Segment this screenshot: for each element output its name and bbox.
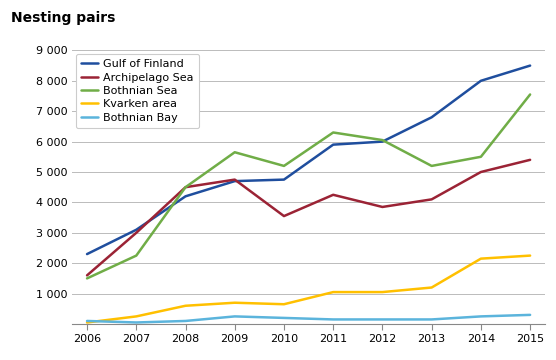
Kvarken area [182,303,189,308]
Gulf of Finland [527,63,533,68]
Archipelago Sea [527,158,533,162]
Bothnian Sea [527,92,533,96]
Kvarken area [84,320,91,325]
Kvarken area [428,285,435,290]
Archipelago Sea [330,193,336,197]
Kvarken area [231,301,238,305]
Gulf of Finland [84,252,91,256]
Archipelago Sea [428,197,435,202]
Line: Kvarken area: Kvarken area [87,256,530,323]
Archipelago Sea [379,205,386,209]
Gulf of Finland [231,179,238,183]
Archipelago Sea [133,231,140,235]
Bothnian Sea [281,164,287,168]
Line: Gulf of Finland: Gulf of Finland [87,66,530,254]
Bothnian Bay [478,314,484,319]
Bothnian Bay [379,317,386,321]
Bothnian Bay [231,314,238,319]
Kvarken area [281,302,287,306]
Bothnian Bay [527,313,533,317]
Gulf of Finland [281,177,287,182]
Line: Bothnian Sea: Bothnian Sea [87,94,530,278]
Kvarken area [133,314,140,319]
Gulf of Finland [330,143,336,147]
Gulf of Finland [428,115,435,120]
Archipelago Sea [281,214,287,218]
Bothnian Bay [84,319,91,323]
Archipelago Sea [182,185,189,189]
Archipelago Sea [231,177,238,182]
Line: Archipelago Sea: Archipelago Sea [87,160,530,275]
Bothnian Bay [133,320,140,325]
Archipelago Sea [478,170,484,174]
Gulf of Finland [379,139,386,144]
Bothnian Sea [84,276,91,280]
Gulf of Finland [478,78,484,83]
Bothnian Sea [182,185,189,189]
Bothnian Sea [231,150,238,154]
Legend: Gulf of Finland, Archipelago Sea, Bothnian Sea, Kvarken area, Bothnian Bay: Gulf of Finland, Archipelago Sea, Bothni… [76,54,200,128]
Bothnian Bay [330,317,336,321]
Archipelago Sea [84,273,91,278]
Bothnian Sea [133,253,140,258]
Bothnian Sea [478,155,484,159]
Bothnian Bay [182,319,189,323]
Gulf of Finland [133,228,140,232]
Bothnian Bay [281,316,287,320]
Gulf of Finland [182,194,189,198]
Text: Nesting pairs: Nesting pairs [11,11,116,25]
Bothnian Sea [379,138,386,142]
Line: Bothnian Bay: Bothnian Bay [87,315,530,323]
Bothnian Sea [330,130,336,135]
Kvarken area [527,253,533,258]
Kvarken area [478,256,484,261]
Bothnian Bay [428,317,435,321]
Kvarken area [379,290,386,294]
Bothnian Sea [428,164,435,168]
Kvarken area [330,290,336,294]
